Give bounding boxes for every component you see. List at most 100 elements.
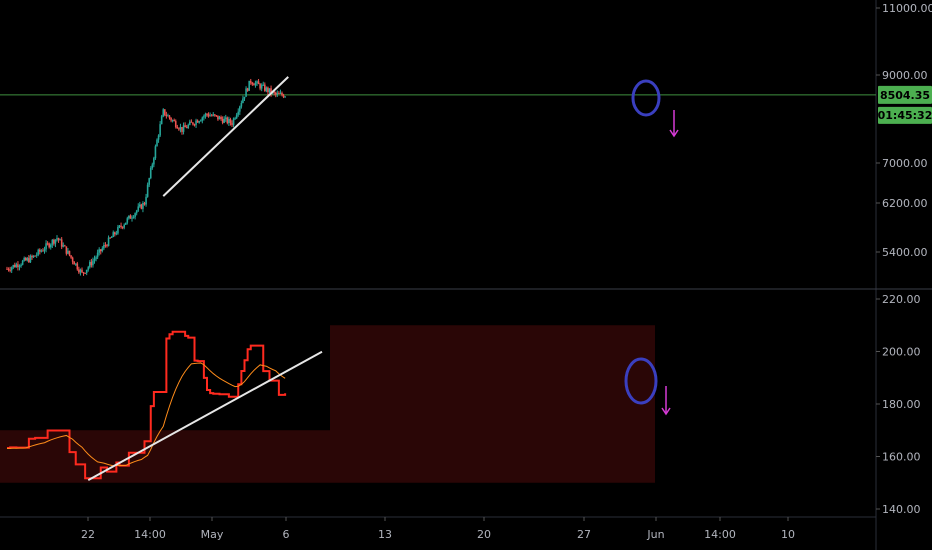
candle-body xyxy=(132,216,135,218)
candle-body xyxy=(56,238,58,240)
indicator-tick-label: 200.00 xyxy=(882,346,921,359)
candle-body xyxy=(274,92,277,95)
candle-body xyxy=(268,88,271,93)
candle-body xyxy=(59,239,61,241)
indicator-line xyxy=(7,330,287,480)
candle-body xyxy=(284,96,286,98)
candle-body xyxy=(160,116,163,125)
candle-body xyxy=(239,106,241,112)
candle-body xyxy=(120,225,122,227)
candle-body xyxy=(51,239,54,245)
candle-body xyxy=(53,239,55,244)
candle-body xyxy=(146,184,149,197)
indicator-band-right xyxy=(330,325,655,483)
candle-body xyxy=(167,115,169,117)
candle-body xyxy=(114,232,116,235)
candle-body xyxy=(198,121,200,123)
candle-body xyxy=(71,257,74,262)
candle-body xyxy=(109,237,111,239)
candle-body xyxy=(221,119,224,123)
candle-body xyxy=(192,122,194,125)
candle-body xyxy=(189,121,191,125)
candle-body xyxy=(46,243,49,245)
candle-body xyxy=(234,118,236,120)
candle-body xyxy=(184,125,186,128)
candle-body xyxy=(54,239,57,244)
candle-body xyxy=(206,113,208,115)
candle-body xyxy=(232,118,235,126)
candle-body xyxy=(35,254,38,256)
candle-body xyxy=(37,249,40,255)
candle-body xyxy=(210,115,213,117)
candle-body xyxy=(245,88,247,97)
candle-body xyxy=(235,114,238,119)
candle-body xyxy=(95,257,97,259)
candle-body xyxy=(85,269,88,274)
candle-body xyxy=(143,202,146,205)
candle-body xyxy=(121,226,124,228)
candle-body xyxy=(237,111,240,115)
time-tick-label: 27 xyxy=(577,528,591,541)
candle-body xyxy=(99,249,102,252)
candle-body xyxy=(240,103,243,107)
candle-body xyxy=(103,245,105,249)
candle-body xyxy=(29,256,32,263)
candle-body xyxy=(154,146,157,159)
candle-body xyxy=(32,255,35,258)
countdown-badge xyxy=(878,106,932,124)
price-highlight-circle xyxy=(631,79,661,117)
candle-body xyxy=(110,237,113,239)
candle-body xyxy=(218,116,221,120)
indicator-tick-label: 180.00 xyxy=(882,398,921,411)
price-tick-label: 11000.00 xyxy=(882,2,932,15)
candle-body xyxy=(98,249,100,253)
candle-body xyxy=(14,264,16,268)
candle-body xyxy=(157,135,160,140)
candle-body xyxy=(7,268,10,270)
candle-body xyxy=(173,120,175,122)
candle-body xyxy=(34,255,36,257)
candle-body xyxy=(162,109,165,117)
candle-body xyxy=(190,121,193,123)
candle-body xyxy=(153,158,155,165)
indicator-ma-line xyxy=(6,362,286,467)
candle-body xyxy=(131,217,133,219)
candle-body xyxy=(123,224,125,228)
time-tick-label: 20 xyxy=(477,528,491,541)
candle-body xyxy=(124,222,127,225)
time-tick-label: May xyxy=(201,528,224,541)
candle-body xyxy=(224,117,227,119)
candle-body xyxy=(139,204,141,207)
candle-body xyxy=(106,245,108,247)
candle-body xyxy=(209,115,211,117)
candle-body xyxy=(104,245,107,247)
last-price-badge xyxy=(878,85,932,104)
candle-body xyxy=(87,267,90,270)
candle-body xyxy=(181,126,183,132)
candle-body xyxy=(270,88,272,94)
candle-body xyxy=(248,80,250,91)
candle-body xyxy=(212,114,215,116)
time-tick-label: 14:00 xyxy=(134,528,166,541)
candle-body xyxy=(253,84,255,86)
candle-body xyxy=(79,269,82,273)
candle-body xyxy=(137,206,140,211)
candle-body xyxy=(82,272,85,274)
candle-body xyxy=(115,233,118,235)
candle-body xyxy=(40,250,43,252)
candle-body xyxy=(93,258,96,261)
candle-body xyxy=(62,245,65,247)
indicator-highlight-circle xyxy=(624,357,658,405)
time-tick-label: 6 xyxy=(283,528,290,541)
candle-body xyxy=(89,261,91,268)
candle-body xyxy=(23,258,25,261)
candle-body xyxy=(243,96,246,99)
price-trendline xyxy=(162,76,289,197)
candle-body xyxy=(60,239,63,247)
candle-body xyxy=(187,124,190,128)
candle-body xyxy=(193,124,196,126)
candle-body xyxy=(129,215,132,219)
candle-body xyxy=(257,81,260,85)
